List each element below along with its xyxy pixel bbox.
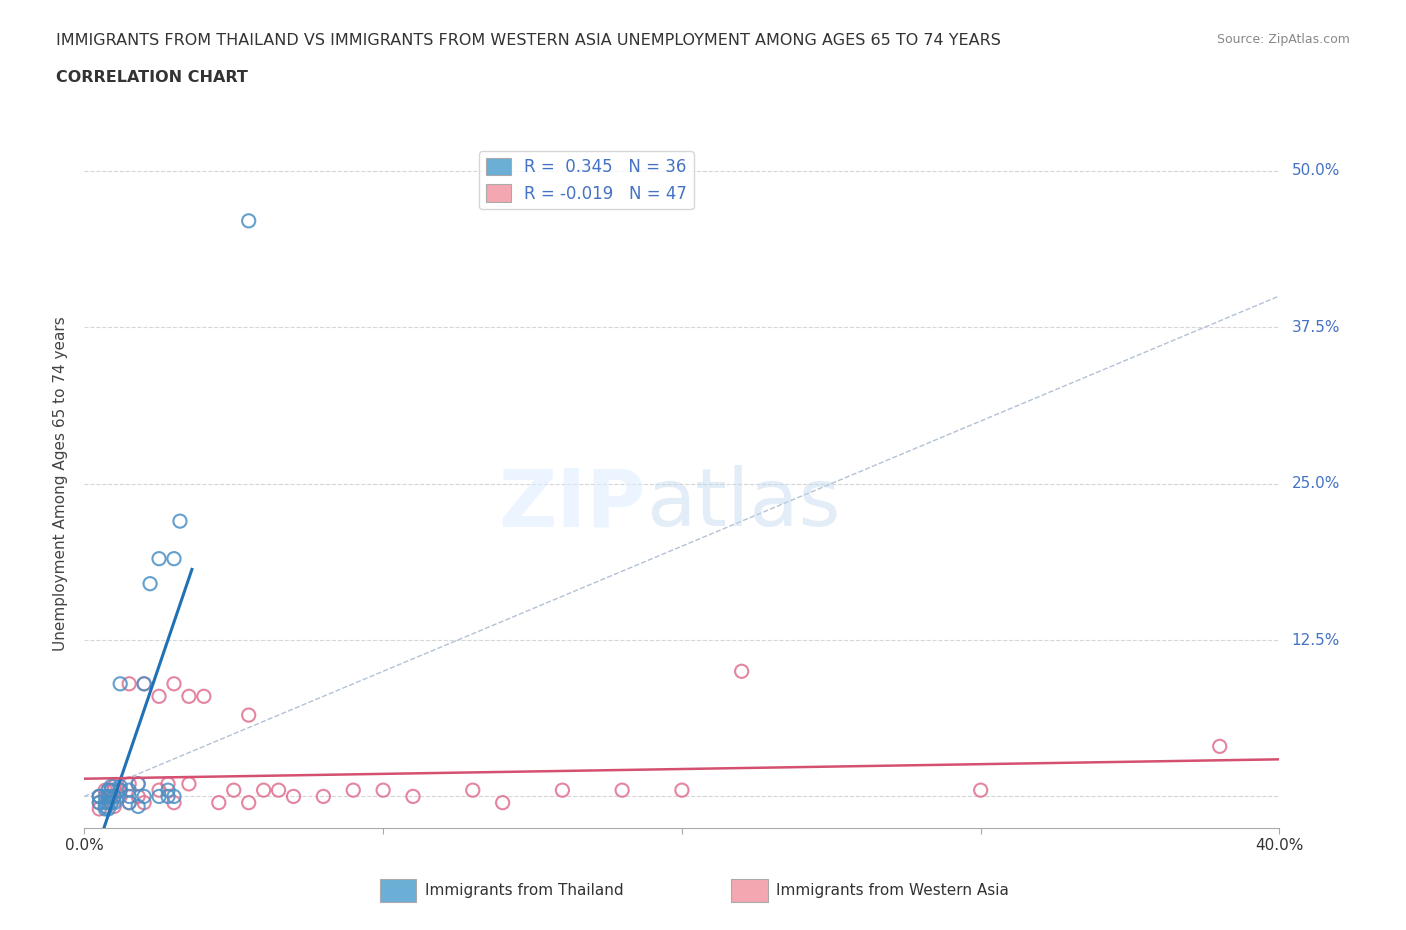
Point <box>110 779 132 794</box>
Text: Immigrants from Thailand: Immigrants from Thailand <box>425 883 623 898</box>
Text: Source: ZipAtlas.com: Source: ZipAtlas.com <box>1216 33 1350 46</box>
Point <box>127 799 149 814</box>
Point <box>253 783 276 798</box>
Bar <box>731 879 768 902</box>
Point <box>118 777 141 791</box>
Text: Immigrants from Western Asia: Immigrants from Western Asia <box>776 883 1010 898</box>
Point <box>97 795 120 810</box>
Point <box>118 795 141 810</box>
Point <box>157 783 180 798</box>
Point <box>118 789 141 804</box>
Point <box>492 795 515 810</box>
Point <box>100 779 122 794</box>
Point <box>100 795 122 810</box>
Point <box>267 783 290 798</box>
Point <box>132 795 156 810</box>
Point <box>89 802 111 817</box>
Point <box>94 795 117 810</box>
Point <box>671 783 693 798</box>
Point <box>132 789 156 804</box>
Point <box>94 789 117 804</box>
Point <box>89 789 111 804</box>
Point <box>163 795 186 810</box>
Point <box>610 783 633 798</box>
Point <box>110 676 132 691</box>
Point <box>148 689 170 704</box>
Point <box>127 777 149 791</box>
Text: CORRELATION CHART: CORRELATION CHART <box>56 70 247 85</box>
Point <box>139 577 162 591</box>
Point <box>177 689 200 704</box>
Point <box>402 789 425 804</box>
Point <box>94 783 117 798</box>
Text: 25.0%: 25.0% <box>1291 476 1340 491</box>
Point <box>100 789 122 804</box>
Point <box>157 777 180 791</box>
Point <box>100 795 122 810</box>
Point <box>127 789 149 804</box>
Point <box>148 789 170 804</box>
Point <box>118 676 141 691</box>
Point <box>103 789 125 804</box>
Point <box>110 789 132 804</box>
Point <box>461 783 484 798</box>
Text: 37.5%: 37.5% <box>1291 320 1340 335</box>
Y-axis label: Unemployment Among Ages 65 to 74 years: Unemployment Among Ages 65 to 74 years <box>53 316 69 651</box>
Point <box>94 799 117 814</box>
Point <box>163 551 186 566</box>
Point <box>970 783 993 798</box>
Point <box>222 783 245 798</box>
Point <box>97 783 120 798</box>
Point <box>163 789 186 804</box>
Point <box>731 664 754 679</box>
Point <box>118 783 141 798</box>
Point <box>97 783 120 798</box>
Point <box>89 789 111 804</box>
Point <box>148 551 170 566</box>
Point <box>177 777 200 791</box>
Point <box>118 795 141 810</box>
Point <box>1208 739 1232 754</box>
Point <box>551 783 574 798</box>
Point <box>283 789 305 804</box>
Point <box>97 789 120 804</box>
Point <box>132 676 156 691</box>
Point <box>89 795 111 810</box>
Point <box>148 783 170 798</box>
Point <box>103 799 125 814</box>
Point <box>103 783 125 798</box>
Bar <box>380 879 416 902</box>
Point <box>132 676 156 691</box>
Point <box>103 795 125 810</box>
Point <box>89 789 111 804</box>
Point <box>110 783 132 798</box>
Text: IMMIGRANTS FROM THAILAND VS IMMIGRANTS FROM WESTERN ASIA UNEMPLOYMENT AMONG AGES: IMMIGRANTS FROM THAILAND VS IMMIGRANTS F… <box>56 33 1001 47</box>
Point <box>193 689 215 704</box>
Point <box>100 783 122 798</box>
Point <box>103 779 125 794</box>
Point <box>94 802 117 817</box>
Point <box>157 789 180 804</box>
Point <box>312 789 335 804</box>
Text: 50.0%: 50.0% <box>1291 164 1340 179</box>
Point <box>238 795 260 810</box>
Point <box>342 783 364 798</box>
Point <box>169 513 191 528</box>
Point <box>89 795 111 810</box>
Point <box>163 676 186 691</box>
Point <box>103 789 125 804</box>
Text: 12.5%: 12.5% <box>1291 632 1340 647</box>
Point <box>238 708 260 723</box>
Legend: R =  0.345   N = 36, R = -0.019   N = 47: R = 0.345 N = 36, R = -0.019 N = 47 <box>479 152 693 209</box>
Point <box>371 783 394 798</box>
Point <box>238 213 260 228</box>
Point <box>97 802 120 817</box>
Point <box>97 789 120 804</box>
Text: atlas: atlas <box>645 465 841 543</box>
Point <box>110 783 132 798</box>
Point <box>127 777 149 791</box>
Point <box>208 795 231 810</box>
Text: ZIP: ZIP <box>499 465 645 543</box>
